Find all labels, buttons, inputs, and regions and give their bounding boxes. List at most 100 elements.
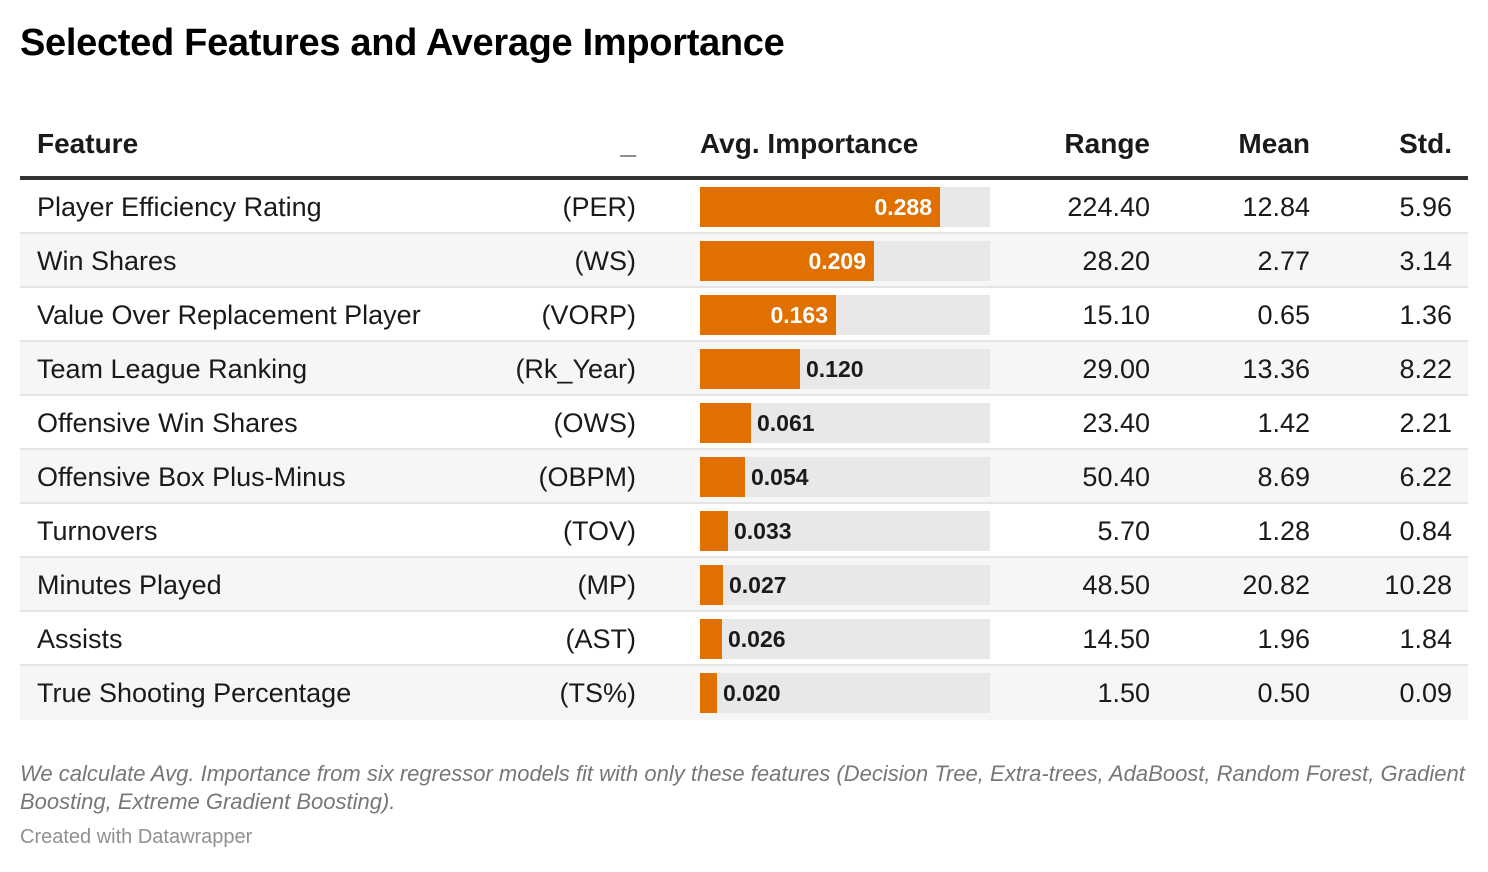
std-value: 2.21 xyxy=(1399,408,1452,438)
importance-bar-track: 0.027 xyxy=(700,565,990,605)
importance-bar xyxy=(700,349,800,389)
feature-abbr: (Rk_Year) xyxy=(515,354,636,384)
table-row: Win Shares (WS) 0.209 28.20 2.77 3.14 xyxy=(20,234,1468,288)
std-value: 1.36 xyxy=(1399,300,1452,330)
range-value: 5.70 xyxy=(1097,516,1150,546)
feature-name: Win Shares xyxy=(37,246,177,276)
range-value: 48.50 xyxy=(1082,570,1150,600)
importance-bar xyxy=(700,457,745,497)
importance-bar-track: 0.120 xyxy=(700,349,990,389)
header-range[interactable]: Range xyxy=(1064,128,1150,159)
feature-name: True Shooting Percentage xyxy=(37,678,352,708)
importance-bar xyxy=(700,565,723,605)
feature-abbr: (PER) xyxy=(562,192,637,222)
feature-abbr: (VORP) xyxy=(541,300,637,330)
feature-abbr: (OBPM) xyxy=(538,462,637,492)
range-value: 15.10 xyxy=(1082,300,1150,330)
header-mean[interactable]: Mean xyxy=(1238,128,1310,159)
feature-name: Team League Ranking xyxy=(37,354,308,384)
importance-bar-track: 0.209 xyxy=(700,241,990,281)
feature-name: Offensive Box Plus-Minus xyxy=(37,462,346,492)
importance-bar-track: 0.061 xyxy=(700,403,990,443)
table-body: Player Efficiency Rating (PER) 0.288 224.40… xyxy=(20,180,1468,720)
feature-abbr: (AST) xyxy=(565,624,637,654)
std-value: 1.84 xyxy=(1399,624,1452,654)
importance-value: 0.026 xyxy=(728,626,786,652)
importance-value: 0.120 xyxy=(806,356,864,382)
table-row: Assists (AST) 0.026 14.50 1.96 1.84 xyxy=(20,612,1468,666)
mean-value: 8.69 xyxy=(1257,462,1310,492)
importance-value: 0.027 xyxy=(729,572,787,598)
mean-value: 12.84 xyxy=(1242,192,1310,222)
std-value: 0.09 xyxy=(1399,678,1452,708)
range-value: 23.40 xyxy=(1082,408,1150,438)
importance-bar xyxy=(700,673,717,713)
importance-bar xyxy=(700,619,722,659)
importance-value: 0.020 xyxy=(723,680,781,706)
std-value: 8.22 xyxy=(1399,354,1452,384)
feature-table: Feature _ Avg. Importance Range Mean Std… xyxy=(20,112,1468,720)
feature-name: Player Efficiency Rating xyxy=(37,192,322,222)
std-value: 10.28 xyxy=(1384,570,1452,600)
table-row: Minutes Played (MP) 0.027 48.50 20.82 10.28 xyxy=(20,558,1468,612)
mean-value: 2.77 xyxy=(1257,246,1310,276)
importance-bar xyxy=(700,241,874,281)
importance-bar-track: 0.163 xyxy=(700,295,990,335)
mean-value: 1.28 xyxy=(1257,516,1310,546)
table-row: True Shooting Percentage (TS%) 0.020 1.50 0.… xyxy=(20,666,1468,720)
header-abbr[interactable]: _ xyxy=(620,128,636,159)
feature-name: Assists xyxy=(37,624,123,654)
importance-value: 0.209 xyxy=(808,248,866,274)
credit-line: Created with Datawrapper xyxy=(20,826,253,848)
table-row: Team League Ranking (Rk_Year) 0.120 29.00 13… xyxy=(20,342,1468,396)
importance-bar xyxy=(700,511,728,551)
importance-bar-track: 0.020 xyxy=(700,673,990,713)
header-std[interactable]: Std. xyxy=(1399,128,1452,159)
importance-value: 0.033 xyxy=(734,518,792,544)
importance-bar-track: 0.026 xyxy=(700,619,990,659)
table-row: Offensive Box Plus-Minus (OBPM) 0.054 50.40… xyxy=(20,450,1468,504)
table-row: Offensive Win Shares (OWS) 0.061 23.40 1.42 2… xyxy=(20,396,1468,450)
std-value: 5.96 xyxy=(1399,192,1452,222)
importance-value: 0.054 xyxy=(751,464,809,490)
range-value: 1.50 xyxy=(1097,678,1150,708)
importance-value: 0.061 xyxy=(757,410,815,436)
mean-value: 1.96 xyxy=(1257,624,1310,654)
importance-bar-track: 0.054 xyxy=(700,457,990,497)
feature-abbr: (TS%) xyxy=(559,678,637,708)
chart-title: Selected Features and Average Importance xyxy=(20,22,785,64)
range-value: 50.40 xyxy=(1082,462,1150,492)
mean-value: 13.36 xyxy=(1242,354,1310,384)
mean-value: 0.65 xyxy=(1257,300,1310,330)
mean-value: 0.50 xyxy=(1257,678,1310,708)
feature-abbr: (TOV) xyxy=(563,516,636,546)
mean-value: 1.42 xyxy=(1257,408,1310,438)
importance-bar xyxy=(700,187,940,227)
feature-name: Turnovers xyxy=(37,516,158,546)
range-value: 29.00 xyxy=(1082,354,1150,384)
mean-value: 20.82 xyxy=(1242,570,1310,600)
table-row: Value Over Replacement Player (VORP) 0.163… xyxy=(20,288,1468,342)
feature-abbr: (WS) xyxy=(574,246,636,276)
importance-bar xyxy=(700,295,836,335)
table-header: Feature _ Avg. Importance Range Mean Std… xyxy=(20,112,1468,180)
feature-name: Offensive Win Shares xyxy=(37,408,298,438)
feature-name: Value Over Replacement Player xyxy=(37,300,421,330)
std-value: 6.22 xyxy=(1399,462,1452,492)
range-value: 14.50 xyxy=(1082,624,1150,654)
range-value: 224.40 xyxy=(1067,192,1150,222)
header-feature[interactable]: Feature xyxy=(37,128,139,159)
table-row: Player Efficiency Rating (PER) 0.288 224.40… xyxy=(20,180,1468,234)
header-avg-importance[interactable]: Avg. Importance xyxy=(700,128,919,159)
std-value: 3.14 xyxy=(1399,246,1452,276)
table-row: Turnovers (TOV) 0.033 5.70 1.28 0.84 xyxy=(20,504,1468,558)
importance-bar xyxy=(700,403,751,443)
std-value: 0.84 xyxy=(1399,516,1452,546)
importance-value: 0.163 xyxy=(770,302,828,328)
range-value: 28.20 xyxy=(1082,246,1150,276)
feature-name: Minutes Played xyxy=(37,570,222,600)
importance-bar-track: 0.033 xyxy=(700,511,990,551)
importance-value: 0.288 xyxy=(874,194,932,220)
feature-abbr: (MP) xyxy=(577,570,636,600)
feature-abbr: (OWS) xyxy=(553,408,636,438)
